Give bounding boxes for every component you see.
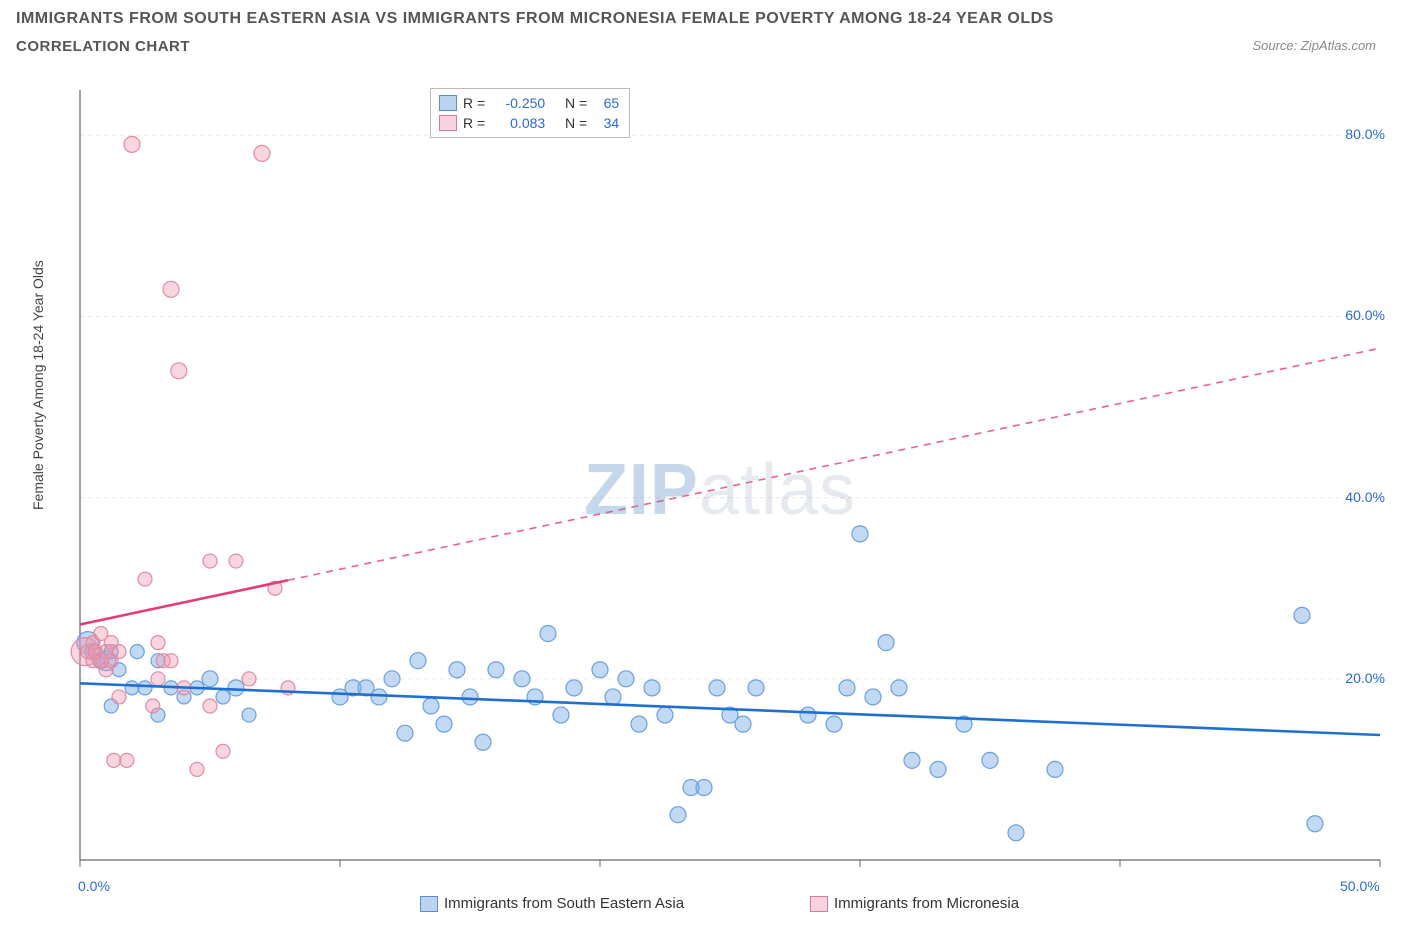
stats-swatch-blue-icon (439, 95, 457, 111)
y-axis-label: Female Poverty Among 18-24 Year Olds (30, 260, 46, 510)
x-tick-label: 50.0% (1340, 878, 1380, 894)
y-tick-label: 60.0% (1325, 307, 1385, 323)
correlation-stats-box: R = -0.250 N = 65R = 0.083 N = 34 (430, 88, 630, 138)
page-subtitle: Correlation Chart (16, 38, 1386, 55)
legend-series-pink: Immigrants from Micronesia (810, 895, 1019, 912)
y-tick-label: 40.0% (1325, 489, 1385, 505)
stats-swatch-pink-icon (439, 115, 457, 131)
source-attribution: Source: ZipAtlas.com (1252, 38, 1376, 53)
legend-swatch-pink-icon (810, 896, 828, 912)
y-tick-label: 80.0% (1325, 126, 1385, 142)
page-title: Immigrants from South Eastern Asia vs Im… (16, 10, 1386, 28)
y-tick-label: 20.0% (1325, 670, 1385, 686)
stats-row: R = -0.250 N = 65 (439, 93, 619, 113)
x-tick-label: 0.0% (78, 878, 110, 894)
legend-label-pink: Immigrants from Micronesia (834, 895, 1019, 912)
stats-row: R = 0.083 N = 34 (439, 113, 619, 133)
legend-label-blue: Immigrants from South Eastern Asia (444, 895, 684, 912)
legend-series-blue: Immigrants from South Eastern Asia (420, 895, 684, 912)
legend-swatch-blue-icon (420, 896, 438, 912)
correlation-chart: Female Poverty Among 18-24 Year Olds ZIP… (50, 90, 1390, 890)
chart-svg (50, 90, 1390, 930)
